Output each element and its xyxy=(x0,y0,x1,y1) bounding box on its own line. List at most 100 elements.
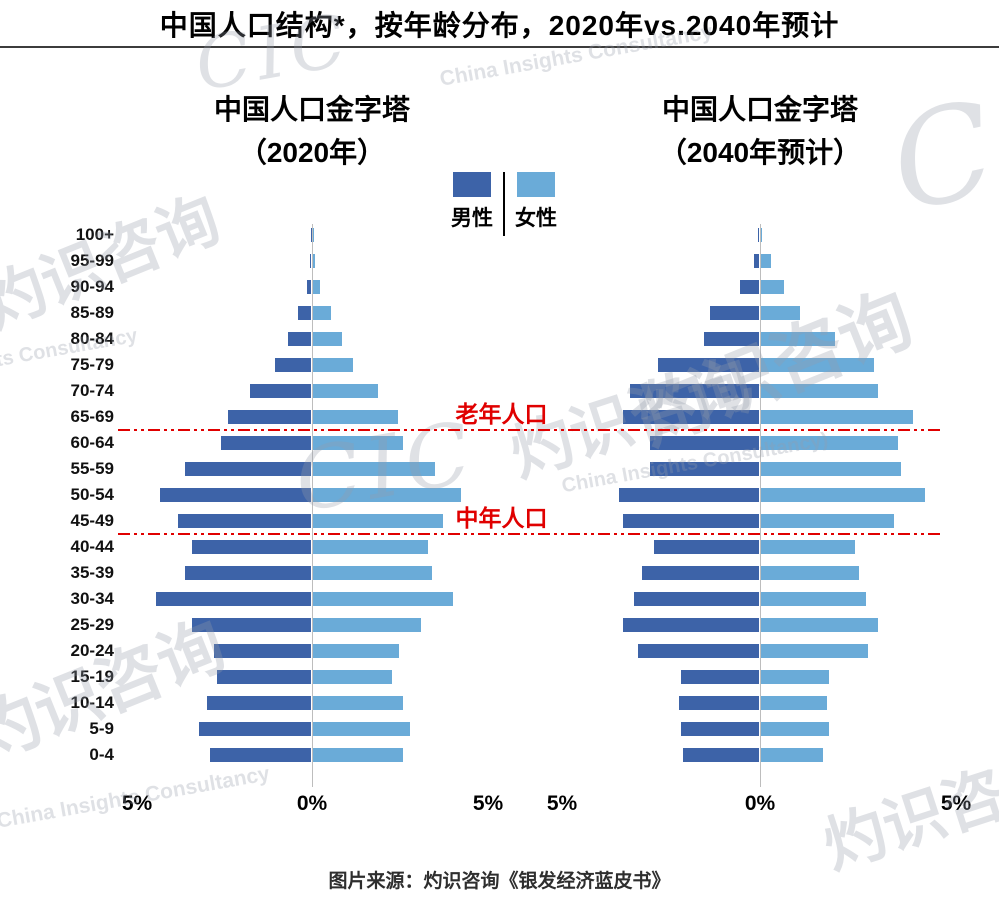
female-half xyxy=(312,456,492,482)
female-half xyxy=(312,716,492,742)
female-bar-55-59 xyxy=(761,462,902,476)
age-label-40-44: 40-44 xyxy=(70,537,114,556)
female-bar-0-4 xyxy=(761,748,824,762)
chart-title-2020-line2: （2020年） xyxy=(238,137,386,169)
male-half xyxy=(565,482,760,508)
pyramid-row-40-44 xyxy=(132,534,492,560)
female-bar-45-49 xyxy=(313,514,443,528)
pyramid-row-95-99 xyxy=(565,248,955,274)
age-label-25-29: 25-29 xyxy=(70,615,114,634)
chart-title-2020: 中国人口金字塔 （2020年） xyxy=(132,88,492,175)
female-half xyxy=(312,352,492,378)
pyramid-row-0-4 xyxy=(132,742,492,768)
male-half xyxy=(565,560,760,586)
female-half xyxy=(760,586,955,612)
pyramid-row-5-9 xyxy=(565,716,955,742)
female-half xyxy=(312,664,492,690)
female-half xyxy=(760,456,955,482)
male-bar-50-54 xyxy=(159,488,311,502)
male-bar-95-99 xyxy=(754,254,759,268)
annotation-line-middleage xyxy=(118,533,940,535)
pyramid-row-60-64 xyxy=(565,430,955,456)
male-bar-75-79 xyxy=(275,358,311,372)
title-divider xyxy=(0,46,999,48)
male-bar-65-69 xyxy=(228,410,311,424)
legend-divider xyxy=(503,172,505,236)
female-bar-80-84 xyxy=(761,332,836,346)
chart-title-2040-line2: （2040年预计） xyxy=(658,137,862,169)
female-bar-5-9 xyxy=(761,722,830,736)
male-bar-55-59 xyxy=(185,462,311,476)
male-bar-30-34 xyxy=(634,592,759,606)
pyramid-2040 xyxy=(565,222,955,768)
female-half xyxy=(760,508,955,534)
female-bar-20-24 xyxy=(761,644,869,658)
age-label-30-34: 30-34 xyxy=(70,589,114,608)
male-half xyxy=(565,326,760,352)
legend-label-male: 男性 xyxy=(451,207,493,230)
x-tick-2020-right-5pct: 5% xyxy=(472,792,504,815)
male-bar-10-14 xyxy=(206,696,311,710)
pyramid-row-90-94 xyxy=(132,274,492,300)
male-half xyxy=(565,352,760,378)
pyramid-row-55-59 xyxy=(565,456,955,482)
female-half xyxy=(760,352,955,378)
pyramid-row-80-84 xyxy=(565,326,955,352)
male-bar-40-44 xyxy=(192,540,311,554)
female-bar-65-69 xyxy=(761,410,914,424)
female-bar-70-74 xyxy=(313,384,378,398)
female-half xyxy=(760,560,955,586)
pyramid-row-95-99 xyxy=(132,248,492,274)
female-bar-0-4 xyxy=(313,748,403,762)
male-half xyxy=(132,430,312,456)
male-bar-25-29 xyxy=(622,618,759,632)
male-bar-75-79 xyxy=(657,358,759,372)
male-bar-0-4 xyxy=(682,748,759,762)
male-half xyxy=(132,352,312,378)
age-label-50-54: 50-54 xyxy=(70,485,114,504)
pyramid-row-15-19 xyxy=(132,664,492,690)
female-bar-40-44 xyxy=(761,540,855,554)
age-label-0-4: 0-4 xyxy=(89,745,114,764)
female-bar-50-54 xyxy=(313,488,461,502)
female-half xyxy=(760,300,955,326)
chart-title-2040: 中国人口金字塔 （2040年预计） xyxy=(565,88,955,175)
legend-label-female: 女性 xyxy=(515,207,557,230)
female-half xyxy=(312,508,492,534)
female-bar-30-34 xyxy=(313,592,454,606)
male-half xyxy=(565,404,760,430)
annotation-label-middleage: 中年人口 xyxy=(455,505,548,531)
pyramid-2020 xyxy=(132,222,492,768)
pyramid-row-70-74 xyxy=(132,378,492,404)
age-label-65-69: 65-69 xyxy=(70,407,114,426)
pyramid-row-75-79 xyxy=(132,352,492,378)
male-half xyxy=(132,560,312,586)
female-bar-20-24 xyxy=(313,644,400,658)
pyramid-row-25-29 xyxy=(565,612,955,638)
female-half xyxy=(760,378,955,404)
age-label-90-94: 90-94 xyxy=(70,277,114,296)
male-half xyxy=(132,326,312,352)
age-label-100+: 100+ xyxy=(75,225,114,244)
pyramid-row-65-69 xyxy=(132,404,492,430)
pyramid-row-10-14 xyxy=(132,690,492,716)
x-tick-2040-0pct: 0% xyxy=(744,792,776,815)
male-bar-70-74 xyxy=(630,384,759,398)
female-half xyxy=(760,274,955,300)
male-half xyxy=(132,612,312,638)
female-half xyxy=(760,326,955,352)
male-half xyxy=(132,404,312,430)
annotation-label-elderly: 老年人口 xyxy=(455,401,548,427)
title-row: 中国人口结构*，按年龄分布，2020年vs.2040年预计 xyxy=(0,4,999,44)
pyramid-row-90-94 xyxy=(565,274,955,300)
female-bar-10-14 xyxy=(761,696,828,710)
male-bar-30-34 xyxy=(156,592,311,606)
male-half xyxy=(132,222,312,248)
female-half xyxy=(312,404,492,430)
male-half xyxy=(565,742,760,768)
female-bar-60-64 xyxy=(761,436,898,450)
male-bar-50-54 xyxy=(618,488,759,502)
female-half xyxy=(760,430,955,456)
female-half xyxy=(312,378,492,404)
female-half xyxy=(760,482,955,508)
